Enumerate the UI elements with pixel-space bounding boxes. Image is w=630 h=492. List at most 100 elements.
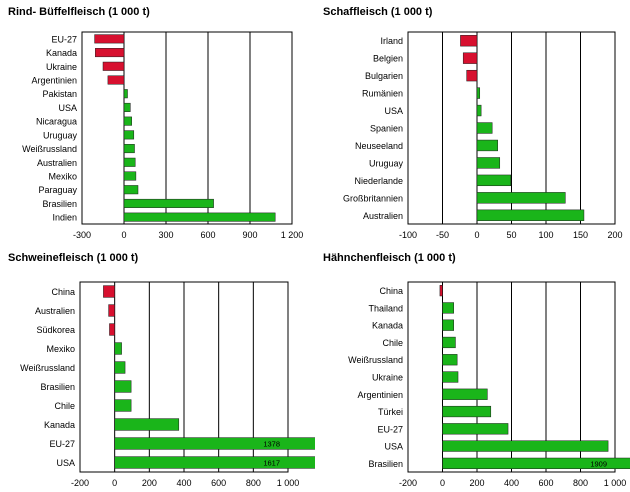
bar xyxy=(102,61,125,71)
category-label: Niederlande xyxy=(354,176,403,186)
x-tick-label: -200 xyxy=(71,478,89,488)
x-tick-label: 100 xyxy=(538,230,553,240)
bar xyxy=(462,52,478,64)
category-label: Brasilien xyxy=(368,459,403,469)
bar xyxy=(114,418,180,431)
category-label: China xyxy=(379,286,403,296)
category-label: Brasilien xyxy=(40,382,75,392)
bar xyxy=(114,361,126,374)
bar xyxy=(123,157,136,167)
x-tick-label: 400 xyxy=(176,478,191,488)
x-tick-label: 1 000 xyxy=(277,478,300,488)
category-label: Mexiko xyxy=(46,344,75,354)
category-label: Rumänien xyxy=(362,89,403,99)
bar xyxy=(114,437,315,450)
bar xyxy=(460,35,478,47)
bar xyxy=(442,354,458,366)
bar xyxy=(123,198,214,208)
bar xyxy=(123,185,139,195)
category-label: Weißrussland xyxy=(348,355,403,365)
category-label: Bulgarien xyxy=(365,71,403,81)
x-tick-label: 600 xyxy=(538,478,553,488)
category-label: Brasilien xyxy=(42,199,77,209)
x-tick-label: 1 200 xyxy=(281,230,304,240)
category-label: Pakistan xyxy=(42,89,77,99)
category-label: Spanien xyxy=(370,124,403,134)
category-label: Uruguay xyxy=(43,130,78,140)
x-tick-label: 200 xyxy=(607,230,622,240)
bar xyxy=(442,457,630,469)
chart-panel-pork: Schweinefleisch (1 000 t) -200 0 200 400 600… xyxy=(0,246,315,492)
bar xyxy=(476,122,493,134)
bar xyxy=(123,130,135,140)
x-tick-label: 200 xyxy=(469,478,484,488)
category-label: Chile xyxy=(54,401,75,411)
x-tick-label: 1 000 xyxy=(604,478,627,488)
category-label: Belgien xyxy=(373,54,403,64)
bar xyxy=(466,69,478,82)
x-tick-label: 150 xyxy=(573,230,588,240)
x-tick-label: 600 xyxy=(200,230,215,240)
chart-panel-sheep: Schaffleisch (1 000 t) -100 -50 0 50 100 150 2… xyxy=(315,0,630,246)
category-label: EU-27 xyxy=(51,34,77,44)
category-label: Paraguay xyxy=(38,185,77,195)
x-tick-label: 0 xyxy=(474,230,479,240)
bar xyxy=(114,399,132,412)
bar xyxy=(95,48,125,58)
category-label: Chile xyxy=(382,338,403,348)
chart-title: Schaffleisch (1 000 t) xyxy=(323,6,433,18)
bar xyxy=(476,192,566,204)
bar xyxy=(442,371,459,383)
bar xyxy=(439,285,443,297)
x-tick-label: 50 xyxy=(506,230,516,240)
category-label: China xyxy=(51,287,75,297)
category-label: Irland xyxy=(380,36,403,46)
bar xyxy=(108,304,115,317)
category-label: Ukraine xyxy=(372,373,403,383)
bar xyxy=(123,116,132,126)
bar-value-label: 1617 xyxy=(263,459,280,468)
x-tick-label: 0 xyxy=(440,478,445,488)
chart-plot: -300 0 300 600 900 1 200 EU-27 Kanada Ukraine Arg… xyxy=(22,31,304,240)
bar xyxy=(123,89,128,99)
bar xyxy=(476,104,482,117)
plot-frame xyxy=(81,31,293,225)
category-label: Neuseeland xyxy=(355,141,403,151)
bar xyxy=(114,456,315,469)
bar-value-label: 1909 xyxy=(590,459,607,468)
x-tick-label: 0 xyxy=(121,230,126,240)
bar xyxy=(476,157,501,169)
x-tick-label: -50 xyxy=(436,230,449,240)
bar xyxy=(109,323,115,336)
category-label: Indien xyxy=(52,213,77,223)
bar xyxy=(114,380,132,393)
x-tick-label: 400 xyxy=(504,478,519,488)
bar xyxy=(94,34,125,44)
bar xyxy=(107,75,125,85)
bar xyxy=(442,405,492,418)
bar xyxy=(103,285,115,298)
category-label: Australien xyxy=(363,211,403,221)
category-label: Kanada xyxy=(44,420,75,430)
category-label: Nicaragua xyxy=(36,117,77,127)
bar xyxy=(442,302,454,314)
category-label: Argentinien xyxy=(31,76,77,86)
x-tick-label: 0 xyxy=(112,478,117,488)
chart-plot: -200 0 200 400 600 800 1 000 China Thailand Kanad… xyxy=(348,281,630,488)
x-tick-label: 800 xyxy=(573,478,588,488)
bar xyxy=(476,209,585,221)
category-label: Uruguay xyxy=(369,158,404,168)
bar xyxy=(476,174,512,187)
chart-plot: -100 -50 0 50 100 150 200 Irland Belgien Bulgarie… xyxy=(343,31,623,240)
category-label: Weißrussland xyxy=(22,144,77,154)
category-label: USA xyxy=(384,442,403,452)
category-label: Großbritannien xyxy=(343,193,403,203)
category-label: Kanada xyxy=(372,321,403,331)
x-tick-label: 900 xyxy=(242,230,257,240)
category-label: Ukraine xyxy=(46,62,77,72)
category-label: USA xyxy=(58,103,77,113)
x-tick-label: 200 xyxy=(142,478,157,488)
category-label: USA xyxy=(384,106,403,116)
x-tick-label: 600 xyxy=(211,478,226,488)
category-label: Australien xyxy=(35,306,75,316)
